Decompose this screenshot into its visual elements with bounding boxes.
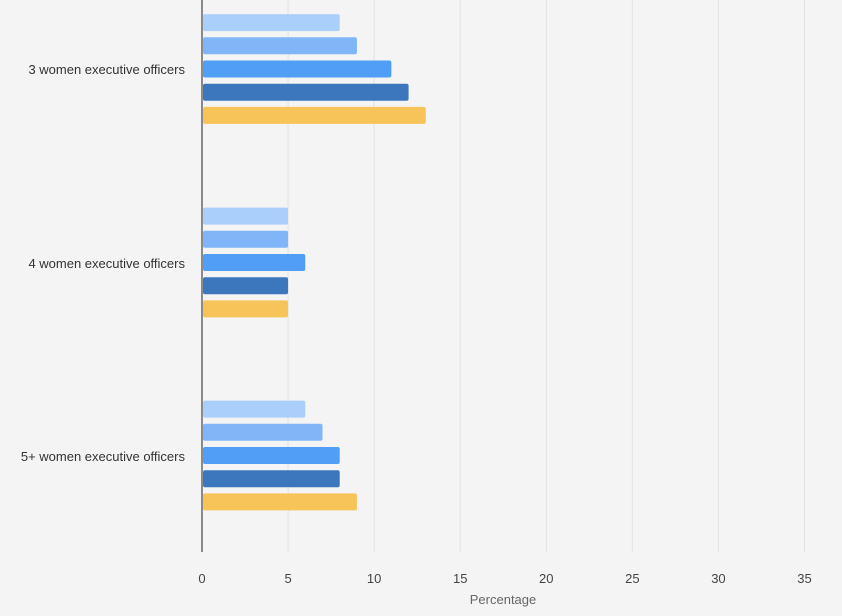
x-tick-label: 0	[198, 571, 205, 586]
bar	[203, 106, 426, 124]
bar	[203, 277, 289, 295]
category-label: 5+ women executive officers	[21, 449, 186, 464]
bar	[203, 60, 392, 78]
x-tick-label: 5	[284, 571, 291, 586]
bar	[203, 447, 340, 464]
x-tick-label: 35	[797, 571, 811, 586]
x-tick-labels: 0 5 10 15 20 25 30 35	[198, 571, 811, 586]
x-tick-label: 10	[367, 571, 381, 586]
x-tick-label: 20	[539, 571, 553, 586]
category-label: 3 women executive officers	[28, 62, 185, 77]
bar	[203, 400, 306, 418]
x-tick-label: 30	[711, 571, 725, 586]
bar	[203, 207, 289, 225]
category-label: 4 women executive officers	[28, 256, 185, 271]
gridlines	[287, 0, 805, 552]
bar	[203, 423, 323, 441]
bars	[203, 14, 426, 511]
x-axis-title: Percentage	[470, 592, 537, 607]
category-labels: 3 women executive officers 4 women execu…	[21, 62, 186, 464]
bar	[203, 83, 409, 101]
x-tick-label: 15	[453, 571, 467, 586]
bar	[203, 37, 357, 55]
bar	[203, 493, 357, 511]
bar	[203, 230, 289, 248]
bar	[203, 300, 289, 318]
bar	[203, 14, 340, 32]
bar	[203, 254, 306, 271]
x-tick-label: 25	[625, 571, 639, 586]
bar	[203, 470, 340, 488]
